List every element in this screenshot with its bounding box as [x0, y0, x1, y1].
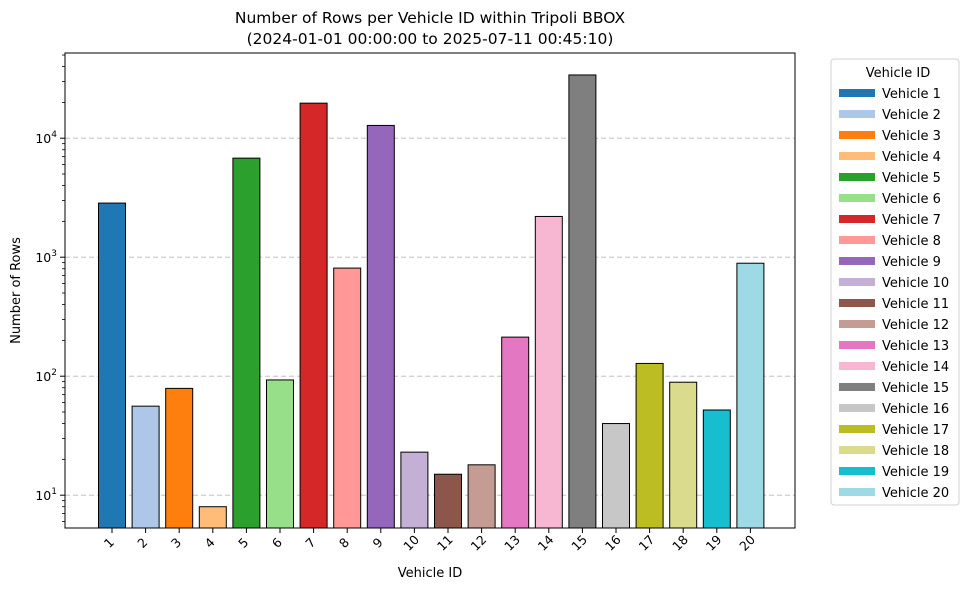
y-tick-label: 104 — [35, 130, 57, 146]
legend-swatch — [839, 110, 875, 118]
legend-entry: Vehicle 1 — [882, 87, 941, 102]
legend-swatch — [839, 383, 875, 391]
bar-vehicle-6 — [266, 379, 294, 529]
x-tick-label: 12 — [467, 532, 489, 554]
y-axis: 101 102 103 104 — [35, 54, 65, 522]
bar-vehicle-20 — [736, 262, 765, 529]
x-tick-label: 20 — [736, 532, 758, 554]
bar-vehicle-15 — [568, 74, 597, 529]
x-tick-label: 6 — [269, 535, 285, 551]
legend-entry: Vehicle 18 — [882, 444, 949, 459]
bar-vehicle-18 — [669, 381, 698, 529]
legend-swatch — [839, 236, 875, 244]
bar-vehicle-13 — [501, 336, 530, 529]
bar-vehicle-10 — [400, 451, 429, 529]
bar-vehicle-2 — [131, 405, 160, 529]
legend-swatch — [839, 404, 875, 412]
x-tick-label: 7 — [302, 535, 318, 551]
bar-vehicle-9 — [366, 124, 395, 529]
legend-swatch — [839, 278, 875, 286]
legend-entry: Vehicle 4 — [882, 150, 941, 165]
legend-swatch — [839, 152, 875, 160]
legend-entry: Vehicle 11 — [882, 297, 949, 312]
y-axis-label: Number of Rows — [9, 237, 24, 344]
chart-subtitle: (2024-01-01 00:00:00 to 2025-07-11 00:45… — [247, 30, 614, 48]
bar-vehicle-16 — [602, 423, 630, 529]
legend-entry: Vehicle 8 — [882, 234, 941, 249]
bar-vehicle-3 — [165, 387, 194, 529]
x-tick-label: 11 — [434, 532, 456, 554]
bar-vehicle-7 — [299, 102, 328, 529]
x-tick-label: 8 — [336, 535, 352, 551]
bar-vehicle-17 — [635, 362, 664, 529]
legend-entry: Vehicle 6 — [882, 192, 941, 207]
legend-swatch — [839, 299, 875, 307]
bar-vehicle-4 — [198, 506, 227, 529]
y-tick-label: 101 — [35, 487, 57, 503]
bar-vehicle-11 — [434, 473, 462, 529]
bar-vehicle-14 — [534, 215, 563, 529]
legend-frame — [830, 58, 960, 506]
legend-swatch — [839, 488, 875, 496]
legend-entry: Vehicle 15 — [882, 381, 949, 396]
x-tick-label: 19 — [703, 532, 725, 554]
legend-entry: Vehicle 9 — [882, 255, 941, 270]
legend-swatch — [839, 446, 875, 454]
x-tick-label: 5 — [235, 535, 251, 551]
x-tick-label: 14 — [535, 532, 557, 554]
legend-entry: Vehicle 16 — [882, 402, 949, 417]
x-tick-label: 3 — [168, 535, 184, 551]
legend-entry: Vehicle 2 — [882, 108, 941, 123]
y-tick-label: 103 — [35, 249, 57, 265]
legend-swatch — [839, 194, 875, 202]
y-tick-label: 102 — [35, 368, 57, 384]
legend-swatch — [839, 173, 875, 181]
x-tick-label: 9 — [370, 535, 386, 551]
x-tick-label: 17 — [635, 532, 657, 554]
x-tick-label: 13 — [501, 532, 523, 554]
legend-entry: Vehicle 12 — [882, 318, 949, 333]
bar-vehicle-12 — [467, 464, 496, 529]
legend: Vehicle ID Vehicle 1 Vehicle 2 Vehicle 3 Ve… — [830, 58, 960, 506]
bar-vehicle-19 — [702, 409, 731, 529]
legend-swatch — [839, 89, 875, 97]
legend-swatch — [839, 215, 875, 223]
legend-swatch — [839, 425, 875, 433]
x-axis-label: Vehicle ID — [398, 566, 462, 581]
plot-frame — [64, 52, 796, 529]
legend-entry: Vehicle 13 — [882, 339, 949, 354]
x-tick-label: 18 — [669, 532, 691, 554]
legend-swatch — [839, 362, 875, 370]
bars — [98, 74, 765, 529]
legend-entry: Vehicle 5 — [882, 171, 941, 186]
legend-swatch — [839, 467, 875, 475]
legend-entry: Vehicle 3 — [882, 129, 941, 144]
x-tick-label: 16 — [602, 532, 624, 554]
legend-entry: Vehicle 10 — [882, 276, 949, 291]
bar-vehicle-1 — [98, 202, 126, 529]
legend-swatch — [839, 341, 875, 349]
bar-vehicle-8 — [333, 267, 362, 529]
x-tick-label: 1 — [101, 535, 117, 551]
legend-swatch — [839, 257, 875, 265]
legend-entry: Vehicle 7 — [882, 213, 941, 228]
legend-title: Vehicle ID — [866, 66, 930, 81]
legend-entry: Vehicle 19 — [882, 465, 949, 480]
legend-swatch — [839, 131, 875, 139]
legend-entry: Vehicle 17 — [882, 423, 949, 438]
legend-swatch — [839, 320, 875, 328]
x-tick-label: 10 — [400, 532, 422, 554]
legend-entry: Vehicle 20 — [882, 486, 949, 501]
legend-entry: Vehicle 14 — [882, 360, 949, 375]
x-tick-label: 2 — [134, 535, 150, 551]
x-tick-label: 4 — [202, 535, 218, 551]
x-tick-label: 15 — [568, 532, 590, 554]
chart-title: Number of Rows per Vehicle ID within Tri… — [235, 9, 626, 27]
x-axis: 1 2 3 4 5 6 7 8 9 10 11 12 13 14 15 16 17 18 19 20 — [101, 528, 758, 554]
bar-vehicle-5 — [232, 157, 261, 529]
